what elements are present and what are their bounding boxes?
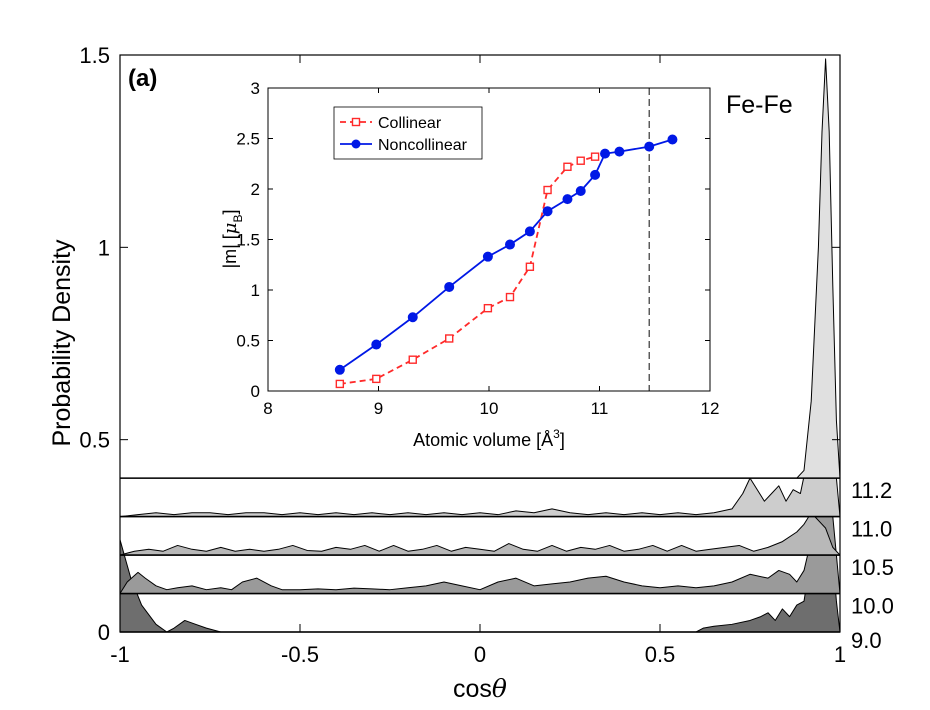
point-noncollinear <box>407 312 418 323</box>
point-noncollinear <box>667 134 678 145</box>
point-noncollinear <box>482 251 493 262</box>
inset-y-tick-label: 1.5 <box>236 231 260 250</box>
density-area-10-0 <box>119 485 841 595</box>
inset-y-tick-label: 1 <box>251 281 260 300</box>
main-x-tick-label: 0.5 <box>645 642 676 667</box>
point-collinear <box>525 262 535 271</box>
point-noncollinear <box>371 339 382 350</box>
main-y-tick-label: 1 <box>98 235 110 260</box>
series-label-11-2: 11.2 <box>851 478 892 503</box>
point-collinear <box>372 374 381 384</box>
point-noncollinear <box>334 364 345 375</box>
point-noncollinear <box>600 148 611 159</box>
inset-y-tick-label: 0.5 <box>236 332 260 351</box>
inset-x-tick-label: 9 <box>374 399 383 418</box>
pair-annotation: Fe-Fe <box>726 91 793 119</box>
main-axis-ticks: -1 -0.5 0 0.5 100.511.5 <box>79 43 846 667</box>
inset-plot-frame <box>267 87 711 392</box>
legend-box <box>333 106 483 160</box>
point-noncollinear <box>504 239 515 250</box>
inset-x-axis-title: Atomic volume [Å3] <box>413 427 565 450</box>
inset-y-tick-label: 2.5 <box>236 130 260 149</box>
point-noncollinear <box>444 281 455 292</box>
point-noncollinear <box>524 226 535 237</box>
main-y-tick-label: 0 <box>98 620 110 645</box>
main-x-tick-label: 0 <box>474 642 486 667</box>
point-collinear <box>576 156 585 165</box>
series-label-11-0: 11.0 <box>851 517 892 542</box>
main-x-tick-label: 1 <box>834 642 846 667</box>
inset-legend: Collinear Noncollinear <box>333 106 483 160</box>
point-noncollinear <box>562 194 573 205</box>
inset-x-tick-label: 10 <box>480 399 499 418</box>
inset-x-tick-label: 8 <box>263 399 272 418</box>
legend-label-noncollinear: Noncollinear <box>378 137 468 154</box>
main-y-tick-label: 1.5 <box>79 43 110 68</box>
inset-y-tick-label: 2 <box>251 180 260 199</box>
main-x-axis-title: cosθ <box>453 674 507 703</box>
inset-axis-ticks: 8 9 10 11 12 0 0.5 1 1.5 2 2.5 3 <box>236 79 719 418</box>
point-collinear <box>590 152 600 161</box>
main-x-tick-label: -0.5 <box>281 642 319 667</box>
inset-x-tick-label: 12 <box>701 399 720 418</box>
inset-chart: 8 9 10 11 12 0 0.5 1 1.5 2 2.5 3 Atomic volume [Å3]… <box>220 79 719 450</box>
point-collinear <box>505 292 515 302</box>
inset-x-tick-label: 11 <box>591 399 609 418</box>
theta-symbol: θ <box>492 674 507 703</box>
point-collinear <box>445 334 454 343</box>
series-label-9-0: 9.0 <box>851 628 882 653</box>
series-label-10-0: 10.0 <box>851 594 894 619</box>
point-noncollinear <box>644 141 655 152</box>
point-collinear <box>335 379 345 389</box>
inset-y-axis-title: |m| [μB] <box>220 209 245 268</box>
inset-y-tick-label: 0 <box>251 382 260 401</box>
density-area-10-5 <box>119 512 841 556</box>
inset-series <box>334 134 678 389</box>
panel-label: (a) <box>128 65 157 92</box>
series-label-10-5: 10.5 <box>851 555 894 580</box>
point-collinear <box>408 355 417 364</box>
point-noncollinear <box>614 146 625 157</box>
legend-marker-collinear <box>351 117 361 127</box>
series-labels: 9.0 10.0 10.5 11.0 11.2 <box>851 478 894 653</box>
point-collinear <box>563 162 572 171</box>
inset-y-tick-label: 3 <box>251 79 260 98</box>
point-noncollinear <box>542 206 553 217</box>
point-collinear <box>483 303 493 313</box>
density-area-11-0 <box>119 404 841 518</box>
main-y-axis-title: Probability Density <box>48 239 76 447</box>
point-collinear <box>543 185 552 195</box>
main-x-tick-label: -1 <box>110 642 130 667</box>
main-plot-frame <box>119 54 841 633</box>
point-noncollinear <box>575 186 586 197</box>
main-y-tick-label: 0.5 <box>79 428 110 453</box>
point-noncollinear <box>590 169 601 180</box>
legend-marker-noncollinear <box>351 139 361 149</box>
legend-label-collinear: Collinear <box>378 115 442 132</box>
